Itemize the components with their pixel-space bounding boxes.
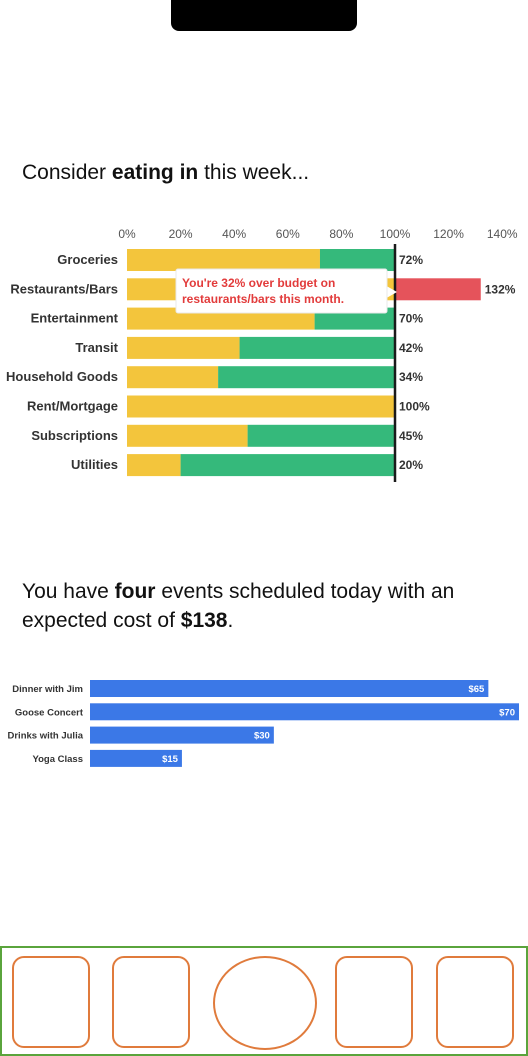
category-label: Rent/Mortgage (27, 399, 118, 414)
bar-spent (127, 425, 248, 447)
x-tick-label: 100% (380, 227, 411, 241)
bar-spent (127, 366, 218, 388)
event-bar (90, 727, 274, 744)
budget-chart: 0% 20% 40% 60% 80% 100% 120% 140% Groceries 72% Re… (0, 218, 528, 488)
category-label: Groceries (57, 252, 118, 267)
bar-remaining (248, 425, 395, 447)
x-tick-label: 60% (276, 227, 300, 241)
tab-center[interactable] (213, 956, 317, 1050)
bar-remaining (218, 366, 395, 388)
bar-spent (127, 249, 320, 271)
event-label: Goose Concert (15, 707, 84, 718)
event-cost-label: $70 (499, 707, 515, 718)
value-label: 45% (399, 429, 423, 443)
tooltip-line-2: restaurants/bars this month. (182, 292, 344, 306)
tooltip-line-1: You're 32% over budget on (182, 276, 335, 290)
tab-bar (0, 946, 528, 1056)
bar-spent (127, 337, 240, 359)
event-label: Drinks with Julia (8, 731, 84, 742)
tab-2[interactable] (112, 956, 190, 1048)
value-label: 20% (399, 458, 423, 472)
event-label: Dinner with Jim (12, 684, 83, 695)
x-tick-label: 40% (222, 227, 246, 241)
value-label: 100% (399, 400, 430, 414)
bar-spent (127, 396, 395, 418)
bar-remaining (240, 337, 395, 359)
device-notch (171, 0, 357, 31)
value-label: 42% (399, 341, 423, 355)
value-label: 132% (485, 282, 516, 296)
value-label: 34% (399, 370, 423, 384)
tab-5[interactable] (436, 956, 514, 1048)
x-tick-label: 140% (487, 227, 518, 241)
bar-remaining (320, 249, 395, 271)
event-bar (90, 703, 519, 720)
category-label: Restaurants/Bars (10, 281, 118, 296)
category-label: Transit (75, 340, 118, 355)
event-cost-label: $30 (254, 731, 270, 742)
category-label: Household Goods (6, 369, 118, 384)
event-cost-label: $65 (468, 684, 485, 695)
x-tick-label: 20% (169, 227, 193, 241)
event-bar (90, 680, 488, 697)
events-chart: Dinner with Jim $65 Goose Concert $70 Drinks… (0, 672, 528, 776)
bar-remaining (181, 454, 395, 476)
x-tick-label: 120% (433, 227, 464, 241)
tab-1[interactable] (12, 956, 90, 1048)
value-label: 72% (399, 253, 423, 267)
category-label: Utilities (71, 457, 118, 472)
x-tick-label: 80% (329, 227, 353, 241)
bar-spent (127, 454, 181, 476)
x-tick-label: 0% (118, 227, 136, 241)
bar-over-budget (395, 278, 481, 300)
events-heading: You have four events scheduled today wit… (22, 577, 512, 635)
over-budget-tooltip: You're 32% over budget on restaurants/bar… (176, 269, 397, 313)
eating-in-heading: Consider eating in this week... (22, 158, 309, 187)
event-cost-label: $15 (162, 754, 179, 765)
category-label: Subscriptions (31, 428, 118, 443)
event-label: Yoga Class (32, 754, 83, 765)
tab-4[interactable] (335, 956, 413, 1048)
value-label: 70% (399, 312, 423, 326)
category-label: Entertainment (31, 311, 119, 326)
